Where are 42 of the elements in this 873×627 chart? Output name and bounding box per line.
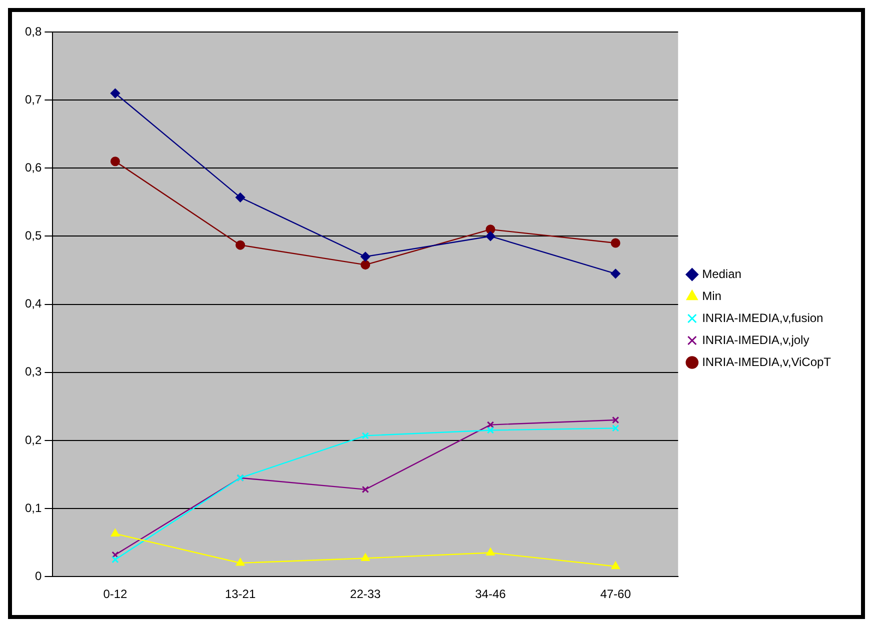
legend-label: Min: [702, 288, 722, 303]
x-tick-label: 47-60: [600, 587, 632, 602]
x-tick-label: 0-12: [103, 587, 128, 602]
y-tick-label: 0,1: [24, 500, 42, 515]
legend-label: Median: [702, 266, 742, 281]
legend-label: INRIA-IMEDIA,v,joly: [702, 332, 810, 347]
x-tick-label: 13-21: [224, 587, 256, 602]
point: [110, 156, 120, 166]
y-tick-label: 0,6: [24, 160, 42, 174]
legend-label: INRIA-IMEDIA,v,fusion: [702, 310, 824, 325]
point: [362, 486, 369, 494]
x-tick-label: 22-33: [350, 587, 382, 602]
point: [612, 416, 620, 424]
point: [486, 421, 494, 428]
legend-label: INRIA-IMEDIA,v,ViCopT: [702, 354, 832, 369]
point: [360, 260, 370, 270]
y-tick-label: 0,3: [24, 364, 42, 379]
point: [362, 432, 369, 440]
point: [610, 268, 620, 278]
y-tick-label: 0,2: [24, 432, 42, 447]
y-tick-label: 0,8: [24, 24, 42, 38]
point: [111, 528, 120, 536]
point: [486, 224, 496, 234]
point: [236, 240, 246, 250]
point: [361, 553, 370, 561]
y-tick-label: 0,4: [24, 296, 42, 311]
y-tick-label: 0: [34, 568, 42, 583]
point: [610, 238, 620, 248]
point: [112, 551, 119, 558]
point: [611, 562, 620, 570]
y-tick-label: 0,7: [24, 92, 42, 106]
y-tick-label: 0,5: [24, 228, 42, 243]
point: [486, 426, 494, 434]
point: [360, 252, 370, 262]
point: [110, 88, 120, 98]
point: [112, 556, 119, 564]
point: [486, 231, 496, 241]
x-tick-label: 34-46: [475, 587, 506, 602]
point: [236, 558, 245, 566]
point: [612, 424, 620, 432]
point: [486, 548, 495, 556]
point: [236, 192, 246, 202]
